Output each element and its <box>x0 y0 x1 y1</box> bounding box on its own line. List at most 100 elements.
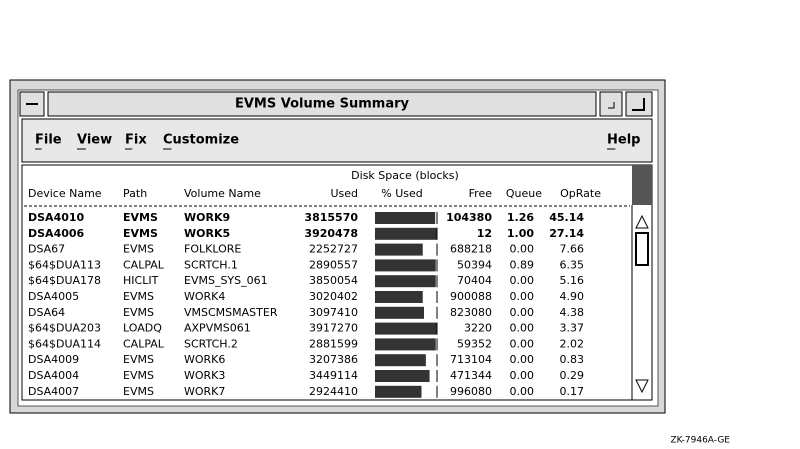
window-title: EVMS Volume Summary <box>235 97 410 112</box>
table-cell: 0.00 <box>510 353 535 366</box>
column-header: OpRate <box>560 187 601 200</box>
table-cell: 4.38 <box>560 306 585 319</box>
table-cell: CALPAL <box>123 337 165 350</box>
table-cell: 50394 <box>457 258 492 271</box>
table-cell: WORK3 <box>184 369 225 382</box>
table-cell: 2881599 <box>309 337 358 350</box>
table-cell: 4.90 <box>560 290 585 303</box>
table-cell: 27.14 <box>549 227 584 240</box>
table-cell: EVMS <box>123 227 158 240</box>
table-cell: 0.17 <box>560 385 585 398</box>
table-cell: 823080 <box>450 306 492 319</box>
table-cell: AXPVMS061 <box>184 322 251 335</box>
table-cell: 0.00 <box>510 385 535 398</box>
table-cell: 0.00 <box>510 243 535 256</box>
table-cell: $64$DUA203 <box>28 322 101 335</box>
menu-item[interactable]: Customize <box>163 133 239 148</box>
column-header: Device Name <box>28 187 102 200</box>
table-cell: 0.83 <box>560 353 585 366</box>
table-cell: WORK4 <box>184 290 225 303</box>
usage-bar <box>375 306 424 319</box>
table-cell: 70404 <box>457 274 492 287</box>
table-cell: WORK6 <box>184 353 225 366</box>
table-cell: 688218 <box>450 243 492 256</box>
table-cell: EVMS <box>123 353 154 366</box>
table-cell: CALPAL <box>123 258 165 271</box>
table-cell: 5.16 <box>560 274 585 287</box>
group-header: Disk Space (blocks) <box>351 169 459 182</box>
table-cell: 2.02 <box>560 337 585 350</box>
maximize-button[interactable] <box>625 91 653 117</box>
table-cell: DSA4009 <box>28 353 79 366</box>
table-cell: 0.00 <box>510 274 535 287</box>
figure-id: ZK-7946A-GE <box>671 436 731 446</box>
title-bar <box>47 91 597 117</box>
usage-bar <box>375 354 426 367</box>
menu-item[interactable]: File <box>35 133 62 148</box>
table-cell: FOLKLORE <box>184 243 241 256</box>
table-cell: EVMS <box>123 369 154 382</box>
table-cell: 0.00 <box>510 337 535 350</box>
table-cell: EVMS <box>123 385 154 398</box>
usage-bar <box>375 275 436 288</box>
table-cell: $64$DUA113 <box>28 258 101 271</box>
scroll-up-arrow[interactable] <box>635 214 649 229</box>
maximize-icon <box>632 98 645 111</box>
table-cell: 3850054 <box>309 274 358 287</box>
table-cell: 3.37 <box>560 322 585 335</box>
menu-item[interactable]: View <box>77 133 112 148</box>
menu-item[interactable]: Fix <box>125 133 147 148</box>
table-cell: DSA4006 <box>28 227 85 240</box>
table-cell: 0.00 <box>510 322 535 335</box>
minimize-button[interactable] <box>599 91 623 117</box>
table-cell: DSA4007 <box>28 385 79 398</box>
table-cell: 0.89 <box>510 258 535 271</box>
scroll-down-arrow[interactable] <box>635 379 649 394</box>
table-cell: WORK7 <box>184 385 225 398</box>
usage-bar <box>375 322 437 335</box>
table-cell: 0.00 <box>510 369 535 382</box>
table-cell: VMSCMSMASTER <box>184 306 278 319</box>
table-cell: SCRTCH.2 <box>184 337 238 350</box>
table-cell: 713104 <box>450 353 492 366</box>
usage-bar <box>375 243 423 256</box>
table-cell: SCRTCH.1 <box>184 258 238 271</box>
table-cell: 3917270 <box>309 322 358 335</box>
table-cell: EVMS <box>123 290 154 303</box>
table-cell: 7.66 <box>560 243 585 256</box>
table-cell: HICLIT <box>123 274 159 287</box>
table-cell: 3020402 <box>309 290 358 303</box>
table-cell: DSA64 <box>28 306 65 319</box>
menu-item[interactable]: Help <box>607 133 640 148</box>
table-cell: 0.00 <box>510 290 535 303</box>
table-cell: 2890557 <box>309 258 358 271</box>
usage-bar <box>375 385 422 398</box>
table-cell: 900088 <box>450 290 492 303</box>
column-header: Used <box>330 187 358 200</box>
table-cell: 3920478 <box>304 227 358 240</box>
table-cell: 6.35 <box>560 258 585 271</box>
table-cell: DSA67 <box>28 243 65 256</box>
header-filler <box>632 165 652 205</box>
table-cell: 3449114 <box>309 369 358 382</box>
table-cell: DSA4005 <box>28 290 79 303</box>
table-cell: 12 <box>477 227 492 240</box>
scroll-thumb[interactable] <box>635 232 649 266</box>
table-cell: 0.29 <box>560 369 585 382</box>
table-cell: 2924410 <box>309 385 358 398</box>
column-header: Volume Name <box>184 187 261 200</box>
usage-bar <box>375 212 436 224</box>
table-cell: 104380 <box>446 211 492 224</box>
table-panel <box>21 164 653 401</box>
menu-bar <box>21 118 653 163</box>
table-cell: 2252727 <box>309 243 358 256</box>
table-cell: $64$DUA114 <box>28 337 101 350</box>
table-cell: 1.26 <box>507 211 534 224</box>
table-cell: EVMS <box>123 306 154 319</box>
usage-bar <box>375 259 436 272</box>
table-cell: EVMS_SYS_061 <box>184 274 268 287</box>
usage-bar <box>375 338 436 351</box>
table-cell: EVMS <box>123 243 154 256</box>
